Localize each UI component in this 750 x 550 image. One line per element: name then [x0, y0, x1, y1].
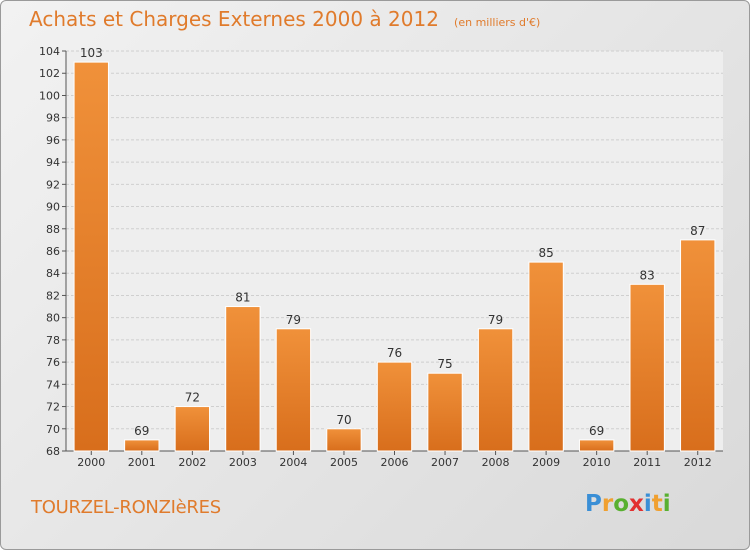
- logo-letter: r: [601, 491, 614, 517]
- x-tick-label: 2004: [279, 456, 307, 469]
- x-tick-label: 2000: [77, 456, 105, 469]
- bar: [73, 61, 109, 452]
- x-tick-label: 2012: [684, 456, 712, 469]
- data-label: 75: [437, 357, 452, 371]
- y-tick-label: 80: [46, 312, 60, 325]
- bar: [578, 439, 615, 452]
- bar: [326, 428, 362, 452]
- data-label: 83: [640, 268, 655, 282]
- data-label: 69: [589, 424, 604, 438]
- y-tick-label: 104: [39, 45, 60, 58]
- y-tick-label: 82: [46, 289, 60, 302]
- bar: [124, 439, 160, 452]
- x-tick-label: 2005: [330, 456, 358, 469]
- y-tick-label: 100: [39, 89, 60, 102]
- y-tick-label: 88: [46, 223, 60, 236]
- proxiti-logo: Proxiti: [585, 491, 671, 517]
- x-tick-label: 2007: [431, 456, 459, 469]
- y-tick-label: 92: [46, 178, 60, 191]
- bar: [629, 283, 665, 452]
- x-tick-label: 2006: [381, 456, 409, 469]
- logo-letter: o: [613, 491, 630, 517]
- data-label: 79: [286, 313, 301, 327]
- x-tick-label: 2009: [532, 456, 560, 469]
- y-tick-label: 78: [46, 334, 60, 347]
- town-name: TOURZEL-RONZIèRES: [31, 497, 221, 518]
- y-tick-label: 74: [46, 378, 60, 391]
- data-label: 76: [387, 346, 402, 360]
- unit-note: (en milliers d'€): [454, 16, 541, 29]
- y-tick-label: 94: [46, 156, 60, 169]
- bar: [376, 361, 413, 452]
- y-tick-label: 86: [46, 245, 60, 258]
- x-tick-label: 2003: [229, 456, 257, 469]
- logo-letter: i: [643, 491, 652, 517]
- y-tick-label: 68: [46, 445, 60, 458]
- x-tick-label: 2008: [482, 456, 510, 469]
- logo-letter: i: [662, 491, 671, 517]
- logo-letter: P: [585, 491, 602, 517]
- y-tick-label: 102: [39, 67, 60, 80]
- bar: [275, 328, 312, 452]
- x-tick-label: 2011: [633, 456, 661, 469]
- x-tick-label: 2001: [128, 456, 156, 469]
- bar: [174, 406, 211, 452]
- data-label: 85: [538, 246, 553, 260]
- x-tick-label: 2010: [583, 456, 611, 469]
- bar: [680, 239, 716, 452]
- y-tick-label: 96: [46, 134, 60, 147]
- y-tick-label: 84: [46, 267, 60, 280]
- y-tick-label: 90: [46, 201, 60, 214]
- logo-letter: x: [629, 491, 644, 517]
- bar: [225, 306, 261, 452]
- data-label: 103: [80, 46, 103, 60]
- logo-letter: t: [651, 491, 663, 517]
- data-label: 72: [185, 391, 200, 405]
- title-row: Achats et Charges Externes 2000 à 2012 (…: [29, 7, 540, 31]
- bar: [477, 328, 514, 452]
- data-label: 79: [488, 313, 503, 327]
- data-label: 70: [336, 413, 351, 427]
- data-label: 81: [235, 291, 250, 305]
- bar: [427, 372, 463, 452]
- y-tick-label: 72: [46, 401, 60, 414]
- y-tick-label: 70: [46, 423, 60, 436]
- data-label: 69: [134, 424, 149, 438]
- chart-title: Achats et Charges Externes 2000 à 2012: [29, 7, 439, 31]
- y-tick-label: 76: [46, 356, 60, 369]
- y-tick-label: 98: [46, 112, 60, 125]
- bar: [528, 261, 564, 452]
- data-label: 87: [690, 224, 705, 238]
- x-tick-label: 2002: [178, 456, 206, 469]
